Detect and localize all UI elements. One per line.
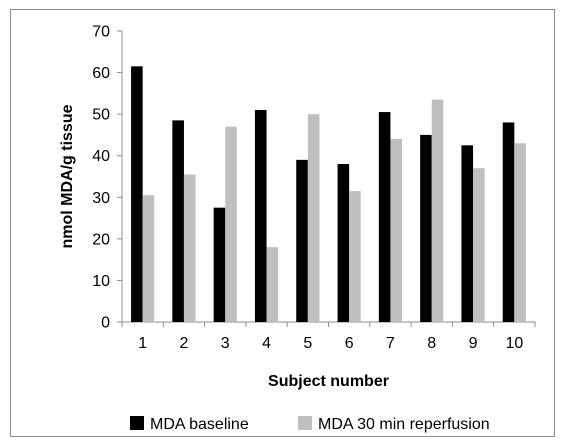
bar-baseline-subject-1 — [131, 66, 143, 322]
bar-reperfusion-subject-8 — [431, 99, 444, 322]
y-tick-label: 70 — [92, 24, 110, 41]
y-tick-label: 0 — [101, 315, 110, 332]
bar-baseline-subject-5 — [296, 159, 308, 322]
legend: MDA baseline MDA 30 min reperfusion — [130, 416, 490, 433]
bar-reperfusion-subject-9 — [473, 168, 485, 322]
x-tick-label: 9 — [469, 335, 478, 352]
x-tick-label: 7 — [386, 335, 395, 352]
bar-baseline-subject-4 — [254, 109, 267, 322]
x-tick-label: 10 — [505, 335, 523, 352]
bar-baseline-subject-8 — [420, 134, 432, 322]
legend-swatch-reperfusion — [298, 416, 312, 430]
x-tick-label: 1 — [138, 335, 147, 352]
bar-baseline-subject-3 — [213, 207, 226, 322]
y-tick-label: 40 — [92, 148, 110, 165]
y-tick-label: 50 — [92, 107, 110, 124]
legend-label-reperfusion: MDA 30 min reperfusion — [318, 416, 490, 433]
y-tick-label: 20 — [92, 231, 110, 248]
x-tick-label: 5 — [303, 335, 312, 352]
plot-area: 0 10 20 30 40 50 60 70 1 2 3 4 5 6 7 8 9 10 — [92, 24, 536, 352]
x-tick-label: 3 — [221, 335, 230, 352]
bar-baseline-subject-10 — [502, 122, 515, 322]
bar-reperfusion-subject-5 — [307, 114, 320, 323]
x-tick-label: 4 — [262, 335, 271, 352]
bar-baseline-subject-9 — [461, 145, 474, 322]
bar-baseline-subject-7 — [378, 112, 391, 322]
legend-swatch-baseline — [130, 416, 144, 430]
bar-reperfusion-subject-3 — [225, 126, 237, 322]
bar-reperfusion-subject-10 — [514, 143, 526, 322]
x-tick-label: 8 — [427, 335, 436, 352]
x-tick-label: 6 — [345, 335, 354, 352]
y-tick-label: 30 — [92, 190, 110, 207]
x-axis-title: Subject number — [268, 373, 389, 390]
bar-reperfusion-subject-1 — [142, 195, 155, 322]
bar-baseline-subject-6 — [337, 164, 350, 322]
y-tick-label: 10 — [92, 273, 110, 290]
x-tick-label: 2 — [179, 335, 188, 352]
bar-reperfusion-subject-2 — [183, 174, 196, 322]
bar-reperfusion-subject-6 — [349, 191, 361, 322]
legend-label-baseline: MDA baseline — [150, 416, 249, 433]
y-axis-title: nmol MDA/g tissue — [59, 104, 76, 248]
bar-reperfusion-subject-4 — [266, 247, 279, 322]
y-tick-label: 60 — [92, 65, 110, 82]
bar-reperfusion-subject-7 — [390, 139, 403, 322]
bar-baseline-subject-2 — [172, 120, 184, 322]
